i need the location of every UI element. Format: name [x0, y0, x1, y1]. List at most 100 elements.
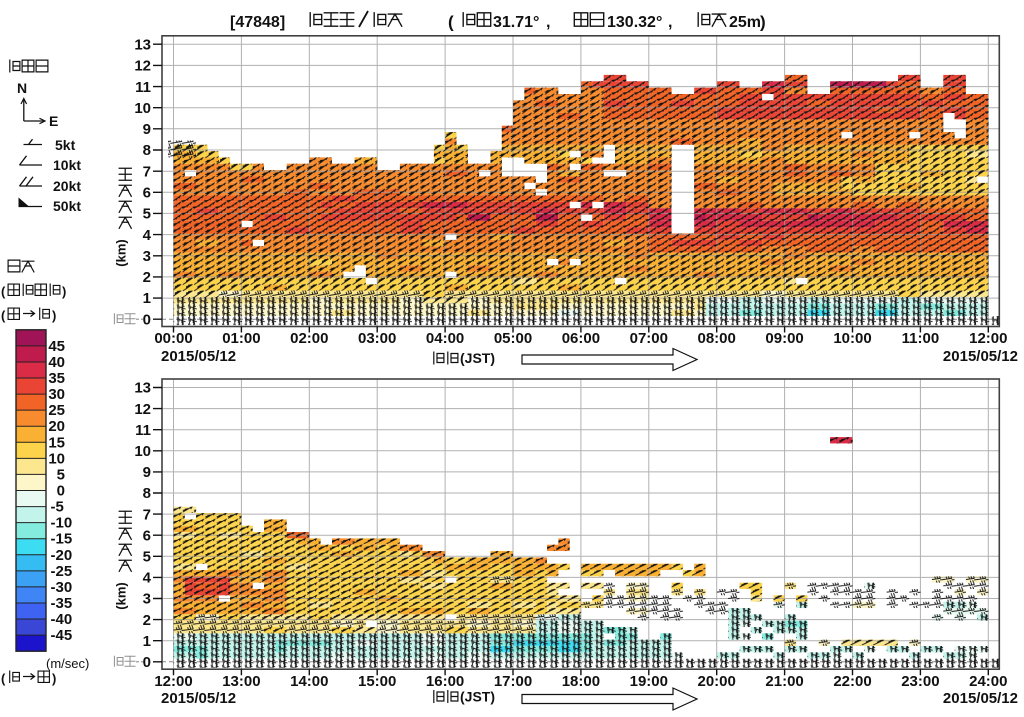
svg-text:6: 6: [143, 527, 151, 544]
svg-text:14:00: 14:00: [290, 673, 328, 690]
svg-text:10: 10: [48, 450, 65, 467]
svg-text:,: ,: [546, 14, 550, 31]
svg-text:12:00: 12:00: [154, 673, 192, 690]
svg-text:E: E: [49, 113, 58, 129]
svg-text:2015/05/12: 2015/05/12: [161, 348, 236, 365]
svg-text:(m/sec): (m/sec): [46, 656, 89, 671]
svg-text:12:00: 12:00: [969, 330, 1007, 347]
svg-text:19:00: 19:00: [630, 673, 668, 690]
svg-text:30: 30: [48, 386, 65, 403]
svg-text:(JST): (JST): [460, 350, 495, 366]
svg-text:,: ,: [668, 14, 672, 31]
svg-text:7: 7: [143, 163, 151, 180]
svg-text:13: 13: [134, 37, 151, 54]
svg-text:): ): [52, 671, 56, 686]
svg-text:): ): [52, 308, 56, 323]
svg-text:45: 45: [48, 338, 65, 355]
svg-text:25m: 25m: [729, 14, 761, 31]
svg-text:10:00: 10:00: [833, 330, 871, 347]
svg-text:N: N: [17, 80, 27, 96]
svg-text:6: 6: [143, 185, 151, 202]
svg-text:05:00: 05:00: [494, 330, 532, 347]
svg-text:-15: -15: [51, 531, 73, 548]
svg-text:8: 8: [143, 485, 151, 502]
svg-text:20: 20: [48, 418, 65, 435]
svg-text:[47848]: [47848]: [230, 14, 285, 31]
svg-text:): ): [760, 13, 766, 32]
svg-text:06:00: 06:00: [562, 330, 600, 347]
svg-text:35: 35: [48, 370, 65, 387]
svg-text:02:00: 02:00: [290, 330, 328, 347]
svg-text:9: 9: [143, 121, 151, 138]
svg-text:3: 3: [143, 248, 151, 265]
svg-text:50kt: 50kt: [53, 198, 81, 214]
svg-text:03:00: 03:00: [358, 330, 396, 347]
svg-text:2015/05/12: 2015/05/12: [161, 690, 236, 707]
svg-text:2: 2: [143, 269, 151, 286]
svg-text:8: 8: [143, 142, 151, 159]
svg-text:7: 7: [143, 506, 151, 523]
svg-text:24:00: 24:00: [969, 673, 1007, 690]
svg-text:0: 0: [143, 654, 151, 671]
svg-text:2015/05/12: 2015/05/12: [943, 690, 1018, 707]
svg-text:23:00: 23:00: [901, 673, 939, 690]
svg-text:-25: -25: [51, 563, 73, 580]
svg-text:5kt: 5kt: [55, 137, 76, 153]
svg-text:15: 15: [48, 434, 65, 451]
svg-text:10kt: 10kt: [53, 157, 81, 173]
svg-text:13: 13: [134, 380, 151, 397]
svg-text:(: (: [1, 308, 6, 323]
svg-text:3: 3: [143, 591, 151, 608]
svg-text:5: 5: [143, 549, 151, 566]
svg-text:(: (: [448, 13, 454, 32]
svg-text:11: 11: [135, 79, 151, 96]
svg-text:4: 4: [143, 227, 152, 244]
svg-text:21:00: 21:00: [765, 673, 803, 690]
svg-text:(km): (km): [114, 239, 129, 266]
svg-text:-5: -5: [51, 499, 64, 516]
svg-text:(km): (km): [114, 582, 129, 609]
svg-text:2015/05/12: 2015/05/12: [943, 348, 1018, 365]
svg-text:(JST): (JST): [460, 689, 495, 705]
svg-text:-20: -20: [51, 547, 73, 564]
svg-text:-45: -45: [51, 627, 73, 644]
svg-text:11: 11: [135, 422, 151, 439]
svg-text:01:00: 01:00: [222, 330, 260, 347]
svg-text:0: 0: [143, 311, 151, 328]
svg-text:12: 12: [134, 401, 151, 418]
svg-text:10: 10: [134, 443, 151, 460]
svg-text:15:00: 15:00: [358, 673, 396, 690]
svg-text:(: (: [1, 284, 6, 299]
svg-text:40: 40: [48, 354, 65, 371]
svg-text:17:00: 17:00: [494, 673, 532, 690]
svg-text:07:00: 07:00: [630, 330, 668, 347]
svg-text:13:00: 13:00: [222, 673, 260, 690]
svg-text:1: 1: [143, 290, 151, 307]
svg-text:-10: -10: [51, 515, 73, 532]
svg-text:130.32°: 130.32°: [607, 14, 662, 31]
svg-text:11:00: 11:00: [902, 330, 940, 347]
svg-text:(: (: [1, 671, 6, 686]
svg-text:20:00: 20:00: [698, 673, 736, 690]
svg-text:16:00: 16:00: [426, 673, 464, 690]
svg-text:00:00: 00:00: [154, 330, 192, 347]
svg-text:12: 12: [134, 58, 151, 75]
svg-text:1: 1: [143, 633, 151, 650]
svg-text:-40: -40: [51, 611, 73, 628]
svg-text:-30: -30: [51, 579, 73, 596]
svg-text:09:00: 09:00: [765, 330, 803, 347]
svg-text:08:00: 08:00: [698, 330, 736, 347]
svg-text:-35: -35: [51, 595, 73, 612]
svg-text:04:00: 04:00: [426, 330, 464, 347]
svg-text:4: 4: [143, 570, 152, 587]
svg-text:0: 0: [57, 483, 65, 500]
svg-text:20kt: 20kt: [53, 178, 81, 194]
svg-text:18:00: 18:00: [562, 673, 600, 690]
svg-text:): ): [62, 284, 66, 299]
svg-text:5: 5: [57, 466, 65, 483]
svg-text:10: 10: [134, 100, 151, 117]
svg-text:25: 25: [48, 402, 65, 419]
svg-text:5: 5: [143, 206, 151, 223]
svg-text:31.71°: 31.71°: [493, 14, 539, 31]
svg-text:22:00: 22:00: [833, 673, 871, 690]
